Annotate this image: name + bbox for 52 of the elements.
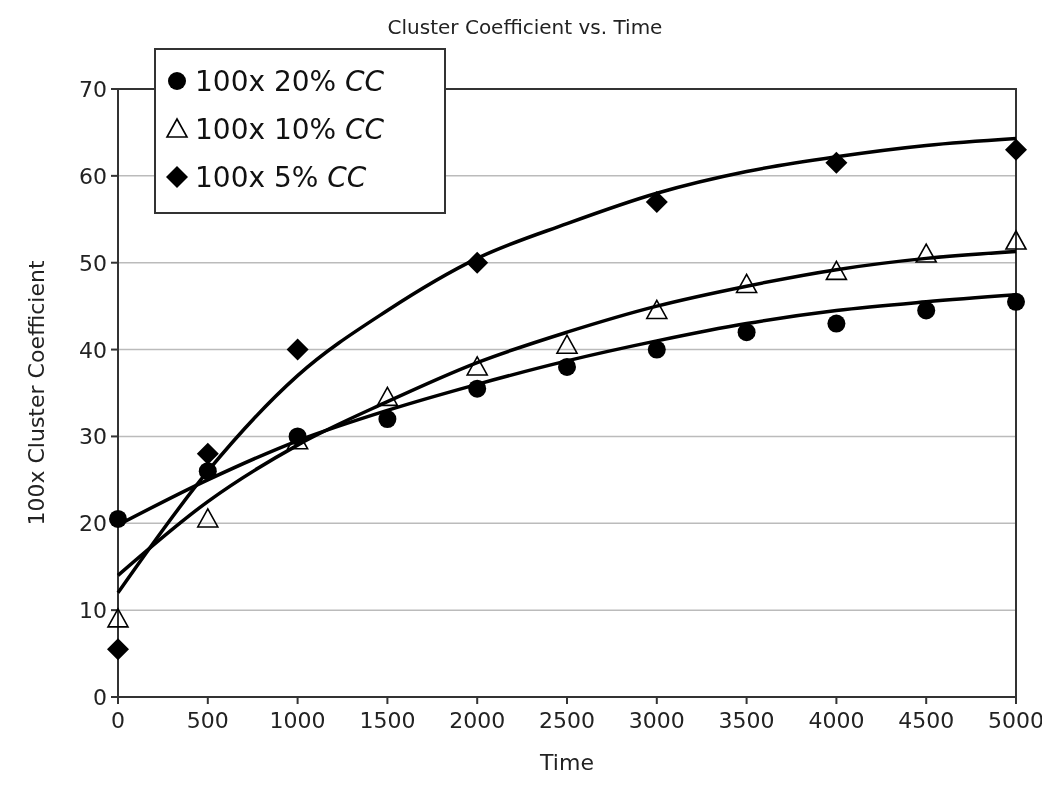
y-tick-label: 10 bbox=[79, 598, 107, 624]
x-tick-label: 4000 bbox=[808, 708, 865, 733]
point bbox=[645, 190, 668, 213]
y-tick-label: 30 bbox=[79, 424, 107, 450]
point bbox=[1005, 138, 1027, 161]
point bbox=[737, 323, 756, 342]
point bbox=[1005, 230, 1027, 250]
x-tick-label: 2000 bbox=[449, 708, 506, 733]
x-tick-label: 0 bbox=[111, 708, 125, 733]
point bbox=[109, 509, 127, 528]
x-tick-label: 2500 bbox=[539, 708, 595, 733]
point bbox=[647, 340, 666, 359]
y-tick-label: 50 bbox=[79, 250, 107, 276]
point bbox=[466, 251, 489, 274]
x-tick-label: 3000 bbox=[628, 708, 685, 733]
x-tick-label: 1000 bbox=[269, 708, 326, 733]
point bbox=[107, 608, 129, 628]
x-axis-title: Time bbox=[539, 750, 594, 775]
y-axis-title: 100x Cluster Coefficient bbox=[24, 260, 49, 526]
point bbox=[917, 301, 936, 320]
point bbox=[825, 151, 848, 174]
point bbox=[378, 410, 397, 429]
x-tick-label: 3500 bbox=[718, 708, 775, 733]
point bbox=[197, 508, 219, 528]
point bbox=[825, 260, 848, 281]
y-tick-label: 40 bbox=[79, 337, 107, 363]
point bbox=[196, 442, 219, 465]
chart-title: Cluster Coefficient vs. Time bbox=[387, 15, 663, 39]
point bbox=[558, 357, 576, 376]
y-tick-label: 0 bbox=[93, 685, 107, 710]
point bbox=[915, 243, 937, 263]
legend-label: 100x 10% CC bbox=[195, 113, 385, 146]
x-tick-label: 4500 bbox=[898, 708, 955, 733]
y-tick-label: 70 bbox=[79, 77, 107, 102]
y-tick-label: 20 bbox=[79, 511, 107, 537]
point bbox=[107, 638, 129, 661]
point bbox=[468, 379, 487, 398]
x-tick-label: 500 bbox=[186, 708, 229, 733]
point bbox=[198, 462, 217, 481]
point bbox=[286, 338, 309, 361]
y-tick-label: 60 bbox=[79, 163, 107, 189]
point bbox=[827, 314, 846, 333]
x-tick-label: 5000 bbox=[988, 708, 1044, 733]
point bbox=[646, 299, 668, 320]
point bbox=[556, 334, 578, 355]
point bbox=[735, 273, 758, 294]
point bbox=[1007, 292, 1025, 311]
legend-label: 100x 5% CC bbox=[195, 161, 367, 194]
point bbox=[376, 386, 399, 407]
legend-label: 100x 20% CC bbox=[195, 65, 385, 98]
point bbox=[466, 356, 488, 376]
x-tick-label: 1500 bbox=[359, 708, 416, 733]
